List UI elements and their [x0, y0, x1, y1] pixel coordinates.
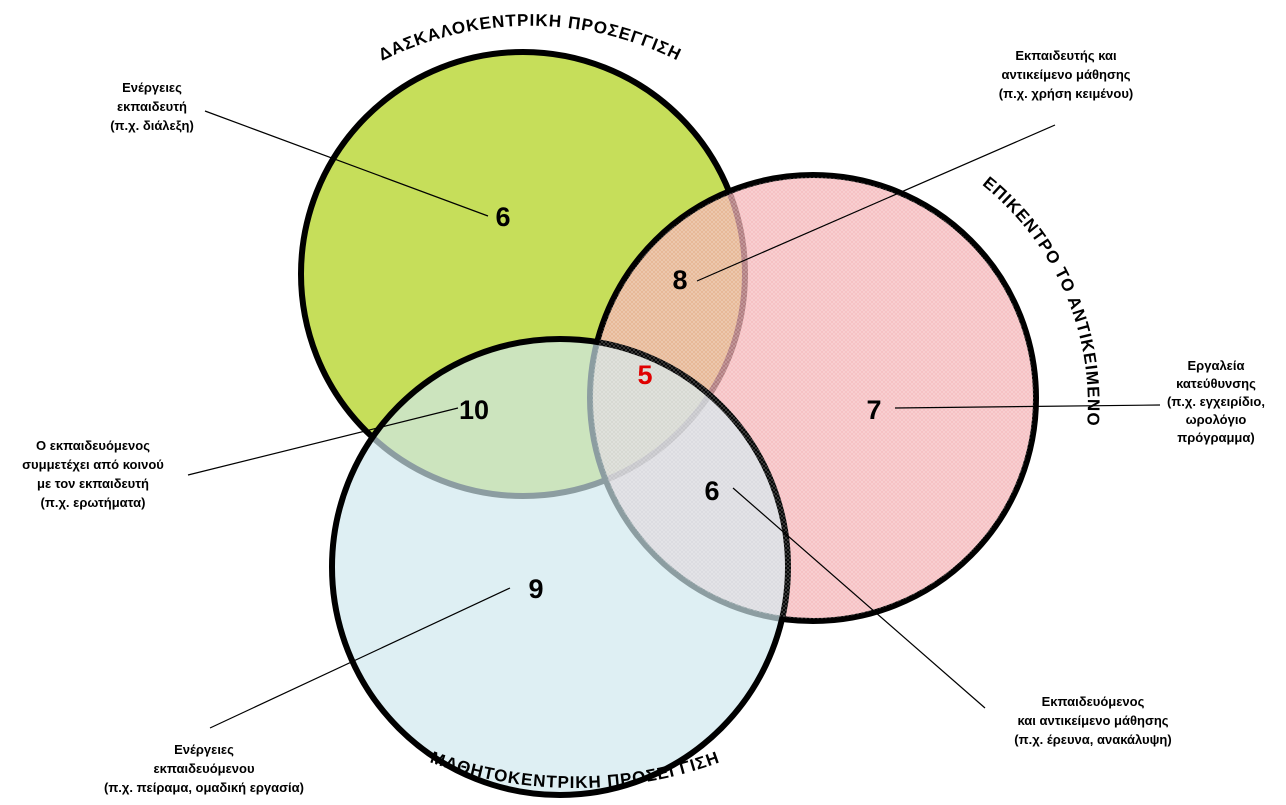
label-line: εκπαιδευόμενου [153, 761, 254, 776]
leader-object-only [894, 404, 1161, 409]
label-line: (π.χ. πείραμα, ομαδική εργασία) [104, 780, 304, 795]
label-line: αντικείμενο μάθησης [1001, 67, 1130, 82]
label-line: ωρολόγιο [1186, 412, 1247, 427]
leader-lines [187, 110, 1161, 729]
leader-learner-only [209, 587, 511, 729]
region-teacher-only-number: 6 [495, 202, 510, 232]
region-teacher-learner-number: 10 [459, 395, 489, 425]
region-teacher-object-number: 8 [672, 265, 687, 295]
label-line: συμμετέχει από κοινού [22, 457, 164, 472]
label-line: Ενέργειες [122, 80, 182, 95]
label-line: Εκπαιδευτής και [1015, 48, 1117, 63]
label-teacher-only: Ενέργειες εκπαιδευτή (π.χ. διάλεξη) [110, 80, 194, 133]
label-line: εκπαιδευτή [117, 99, 187, 114]
label-teacher-learner: Ο εκπαιδευόμενος συμμετέχει από κοινού με … [22, 438, 164, 510]
label-line: (π.χ. διάλεξη) [110, 118, 194, 133]
leader-teacher-only [204, 110, 489, 217]
object-hatch [592, 177, 1034, 619]
label-line: Εργαλεία [1188, 358, 1245, 373]
label-line: πρόγραμμα) [1177, 430, 1254, 445]
region-object-only-number: 7 [866, 395, 881, 425]
label-learner-object: Εκπαιδευόμενος και αντικείμενο μάθησης (π.… [1014, 694, 1171, 747]
label-line: με τον εκπαιδευτή [37, 476, 149, 491]
region-center-number: 5 [637, 360, 652, 390]
label-line: και αντικείμενο μάθησης [1017, 713, 1168, 728]
label-learner-only: Ενέργειες εκπαιδευόμενου (π.χ. πείραμα, ομ… [104, 742, 304, 795]
label-object-only: Εργαλεία κατεύθυνσης (π.χ. εγχειρίδιο, ωρολ… [1167, 358, 1265, 445]
label-line: (π.χ. χρήση κειμένου) [999, 86, 1133, 101]
label-line: κατεύθυνσης [1176, 376, 1256, 391]
label-line: Ο εκπαιδευόμενος [36, 438, 150, 453]
label-line: (π.χ. έρευνα, ανακάλυψη) [1014, 732, 1171, 747]
leader-learner-object [732, 487, 986, 709]
label-line: Εκπαιδευόμενος [1042, 694, 1145, 709]
label-teacher-object: Εκπαιδευτής και αντικείμενο μάθησης (π.χ. … [999, 48, 1133, 101]
label-line: (π.χ. ερωτήματα) [41, 495, 146, 510]
label-line: (π.χ. εγχειρίδιο, [1167, 394, 1265, 409]
label-line: Ενέργειες [174, 742, 234, 757]
region-learner-only-number: 9 [528, 574, 543, 604]
leader-teacher-object [696, 124, 1056, 282]
region-learner-object-number: 6 [704, 476, 719, 506]
leader-teacher-learner [187, 407, 459, 476]
